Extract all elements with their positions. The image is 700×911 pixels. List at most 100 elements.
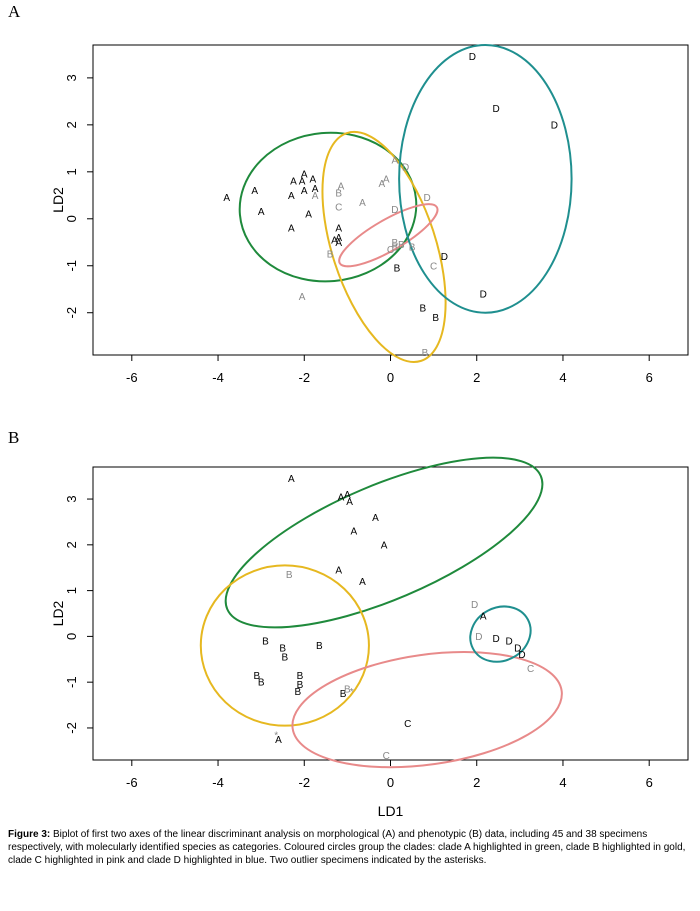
point-b: B — [398, 240, 405, 251]
point-b: B — [327, 250, 334, 261]
point-c: C — [430, 261, 437, 272]
point-b: B — [279, 643, 286, 654]
x-tick-label: 2 — [473, 775, 480, 790]
x-tick-label: 6 — [646, 775, 653, 790]
clade-c-ellipse — [291, 651, 563, 769]
x-tick-label: 2 — [473, 370, 480, 385]
y-tick-label: 0 — [64, 215, 79, 222]
point-a: A — [346, 497, 353, 508]
clade-a-ellipse — [238, 131, 418, 283]
y-tick-label: -2 — [64, 307, 79, 319]
y-tick-label: 1 — [64, 587, 79, 594]
point-d: D — [493, 104, 500, 115]
y-tick-label: 2 — [64, 121, 79, 128]
point-d: D — [391, 205, 398, 216]
point-d: D — [480, 289, 487, 300]
point-b: B — [286, 570, 293, 581]
y-tick-label: -1 — [64, 260, 79, 272]
point-b: B — [432, 313, 439, 324]
point-a: A — [335, 238, 342, 249]
point-b: B — [316, 641, 323, 652]
point-a: A — [290, 177, 297, 188]
y-tick-label: -2 — [64, 722, 79, 734]
clade-b-ellipse — [321, 130, 447, 363]
point-b: B — [340, 689, 347, 700]
clade-d-ellipse — [398, 44, 573, 314]
point-b: B — [282, 652, 289, 663]
point-d: D — [475, 632, 482, 643]
outlier-asterisk: * — [274, 730, 278, 741]
y-axis-label: LD2 — [50, 187, 66, 213]
x-tick-label: -2 — [298, 775, 310, 790]
point-a: A — [480, 611, 487, 622]
x-tick-label: 0 — [387, 775, 394, 790]
point-a: A — [335, 566, 342, 577]
point-b: B — [394, 264, 401, 275]
caption-text: Biplot of first two axes of the linear d… — [8, 829, 686, 866]
point-a: A — [381, 540, 388, 551]
y-tick-label: 1 — [64, 168, 79, 175]
panel-label: B — [8, 428, 19, 447]
point-a: A — [288, 474, 295, 485]
point-b: B — [344, 685, 351, 696]
y-tick-label: -1 — [64, 676, 79, 688]
point-a: A — [258, 207, 265, 218]
point-a: A — [338, 181, 345, 192]
y-tick-label: 0 — [64, 633, 79, 640]
y-axis-label: LD2 — [50, 600, 66, 626]
point-a: A — [391, 156, 398, 167]
point-c: C — [335, 203, 342, 214]
y-tick-label: 3 — [64, 495, 79, 502]
point-a: A — [344, 490, 351, 501]
point-b: B — [391, 238, 398, 249]
point-a: A — [312, 184, 319, 195]
point-d: D — [424, 193, 431, 204]
point-a: A — [335, 224, 342, 235]
x-tick-label: -4 — [212, 370, 224, 385]
point-a: A — [305, 210, 312, 221]
clade-a-ellipse — [224, 456, 544, 629]
point-d: D — [441, 252, 448, 263]
point-b: B — [258, 678, 265, 689]
x-axis-label: LD1 — [378, 803, 404, 819]
plot-frame — [92, 466, 689, 761]
point-d: D — [514, 643, 521, 654]
x-tick-label: 6 — [646, 370, 653, 385]
point-c: C — [387, 245, 394, 256]
point-a: A — [338, 492, 345, 503]
point-a: A — [301, 170, 308, 181]
point-b: B — [294, 687, 301, 698]
point-d: D — [518, 650, 525, 661]
point-d: D — [551, 120, 558, 131]
point-a: A — [359, 198, 366, 209]
point-a: A — [359, 577, 366, 588]
point-a: A — [299, 292, 306, 303]
point-b: B — [422, 348, 429, 359]
point-d: D — [402, 163, 409, 174]
point-b: B — [262, 636, 269, 647]
point-a: A — [331, 235, 338, 246]
point-c: C — [404, 719, 411, 730]
point-a: A — [312, 191, 319, 202]
point-b: B — [297, 680, 304, 691]
y-tick-label: 2 — [64, 541, 79, 548]
point-d: D — [469, 52, 476, 63]
x-tick-label: -4 — [212, 775, 224, 790]
point-d: D — [471, 600, 478, 611]
point-a: A — [288, 224, 295, 235]
clade-c-ellipse — [338, 203, 439, 268]
point-a: A — [335, 233, 342, 244]
point-a: A — [383, 174, 390, 185]
point-d: D — [493, 634, 500, 645]
point-a: A — [223, 193, 230, 204]
x-tick-label: -2 — [298, 370, 310, 385]
point-a: A — [288, 191, 295, 202]
x-tick-label: 4 — [559, 370, 566, 385]
point-a: A — [301, 186, 308, 197]
point-a: A — [310, 174, 317, 185]
y-tick-label: 3 — [64, 74, 79, 81]
panel-label: A — [8, 2, 21, 21]
clade-d-ellipse — [469, 605, 532, 663]
